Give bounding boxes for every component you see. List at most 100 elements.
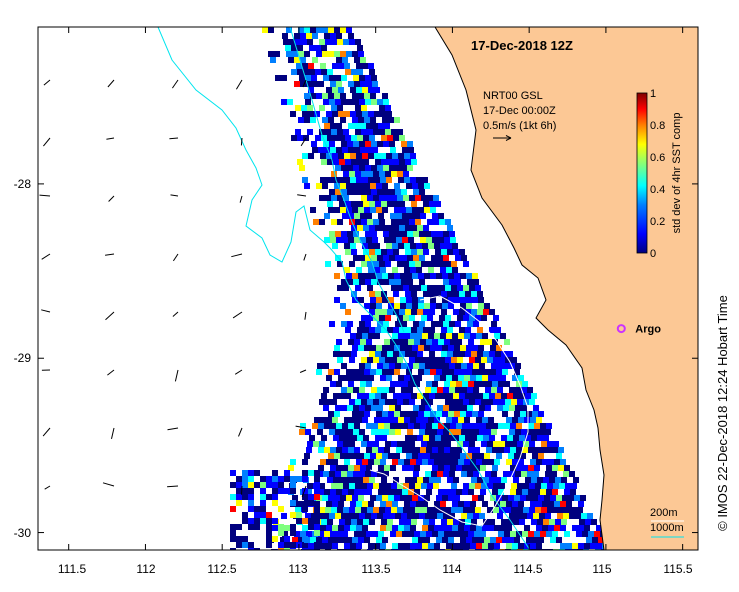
heatmap-cell (442, 495, 448, 501)
heatmap-cell (423, 519, 429, 525)
heatmap-cell (367, 261, 373, 267)
heatmap-cell (483, 477, 489, 483)
heatmap-cell (281, 99, 287, 105)
heatmap-cell (465, 519, 471, 525)
heatmap-cell (376, 369, 382, 375)
heatmap-cell (416, 243, 422, 249)
heatmap-cell (308, 470, 314, 476)
heatmap-cell (349, 483, 355, 489)
heatmap-cell (336, 465, 342, 471)
heatmap-cell (383, 99, 389, 105)
heatmap-cell (373, 441, 379, 447)
heatmap-cell (450, 489, 456, 495)
heatmap-cell (302, 153, 308, 159)
heatmap-cell (528, 423, 534, 429)
heatmap-cell (304, 183, 310, 189)
heatmap-cell (454, 273, 460, 279)
plot-frame (37, 26, 699, 551)
heatmap-cell (422, 525, 428, 531)
heatmap-cell (479, 405, 485, 411)
heatmap-cell (408, 423, 414, 429)
heatmap-cell (566, 501, 572, 507)
heatmap-cell (496, 537, 502, 543)
heatmap-cell (452, 267, 458, 273)
heatmap-cell (312, 33, 318, 39)
heatmap-cell (418, 303, 424, 309)
heatmap-cell (312, 57, 318, 63)
heatmap-cell (404, 375, 410, 381)
heatmap-cell (416, 459, 422, 465)
heatmap-cell (471, 291, 477, 297)
heatmap-cell (436, 453, 442, 459)
heatmap-cell (404, 525, 410, 531)
heatmap-cell (440, 501, 446, 507)
heatmap-cell (365, 75, 371, 81)
heatmap-cell (345, 393, 351, 399)
heatmap-cell (325, 507, 331, 513)
heatmap-cell (501, 519, 507, 525)
heatmap-cell (514, 537, 520, 543)
heatmap-cell (565, 483, 571, 489)
heatmap-cell (476, 375, 482, 381)
heatmap-cell (357, 477, 363, 483)
heatmap-cell (381, 291, 387, 297)
heatmap-cell (448, 369, 454, 375)
heatmap-cell (482, 333, 488, 339)
heatmap-cell (437, 255, 443, 261)
heatmap-cell (428, 333, 434, 339)
colorbar-tick: 0.2 (650, 216, 665, 228)
heatmap-cell (380, 267, 386, 273)
heatmap-cell (439, 219, 445, 225)
heatmap-cell (272, 482, 278, 488)
heatmap-cell (307, 129, 313, 135)
heatmap-cell (394, 411, 400, 417)
heatmap-cell (278, 524, 284, 530)
heatmap-cell (366, 423, 372, 429)
heatmap-cell (387, 309, 393, 315)
heatmap-cell (492, 447, 498, 453)
heatmap-cell (468, 465, 474, 471)
heatmap-cell (294, 531, 300, 537)
heatmap-cell (375, 249, 381, 255)
heatmap-cell (345, 69, 351, 75)
heatmap-cell (305, 513, 311, 519)
heatmap-cell (392, 417, 398, 423)
heatmap-cell (517, 507, 523, 513)
heatmap-cell (242, 494, 248, 500)
heatmap-cell (468, 489, 474, 495)
heatmap-cell (522, 381, 528, 387)
heatmap-cell (340, 303, 346, 309)
heatmap-cell (514, 411, 520, 417)
heatmap-cell (461, 405, 467, 411)
heatmap-cell (515, 387, 521, 393)
argo-float-marker[interactable]: Argo (616, 324, 661, 336)
heatmap-cell (433, 261, 439, 267)
heatmap-cell (458, 417, 464, 423)
heatmap-cell (338, 87, 344, 93)
heatmap-cell (413, 363, 419, 369)
current-vector (302, 79, 307, 88)
heatmap-cell (370, 297, 376, 303)
heatmap-cell (453, 519, 459, 525)
heatmap-cell (489, 327, 495, 333)
argo-icon[interactable] (616, 324, 626, 334)
heatmap-cell (415, 483, 421, 489)
heatmap-cell (429, 327, 435, 333)
heatmap-cell (441, 291, 447, 297)
heatmap-cell (500, 375, 506, 381)
heatmap-cell (436, 369, 442, 375)
heatmap-cell (410, 333, 416, 339)
heatmap-cell (349, 39, 355, 45)
heatmap-cell (268, 27, 274, 33)
heatmap-cell (461, 387, 467, 393)
heatmap-cell (339, 135, 345, 141)
heatmap-cell (347, 231, 353, 237)
heatmap-cell (308, 63, 314, 69)
sst-stddev-heatmap (230, 27, 613, 550)
heatmap-cell (456, 447, 462, 453)
heatmap-cell (539, 513, 545, 519)
heatmap-cell (351, 159, 357, 165)
heatmap-cell (407, 255, 413, 261)
heatmap-cell (419, 279, 425, 285)
colorbar-tick: 0.6 (650, 152, 665, 164)
